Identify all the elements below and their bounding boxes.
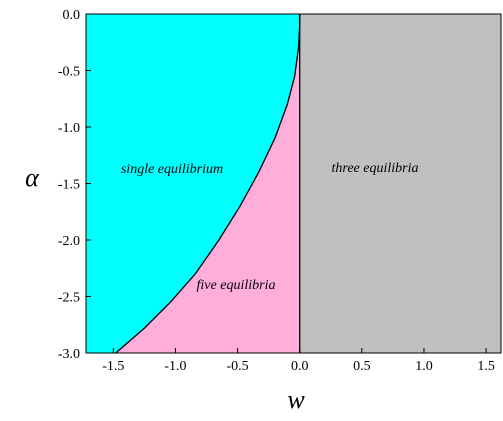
y-tick-label: -3.0 [58,347,80,362]
label-single-equilibrium: single equilibrium [121,162,223,177]
x-tick-label: -1.0 [164,359,186,374]
x-axis-label: w [287,385,305,414]
y-tick-label: -1.5 [58,178,80,193]
x-tick-label: 1.0 [415,359,433,374]
y-tick-label: -2.0 [58,234,80,249]
region-three-equilibria [299,14,501,353]
x-tick-label: -0.5 [227,359,249,374]
y-axis-ticks: 0.0 -0.5 -1.0 -1.5 -2.0 -2.5 -3.0 [58,8,91,362]
y-tick-label: 0.0 [63,8,81,23]
x-tick-label: -1.5 [102,359,124,374]
x-tick-label: 1.5 [477,359,495,374]
x-tick-label: 0.0 [291,359,309,374]
boundary-curve [115,14,301,354]
y-tick-label: -1.0 [58,121,80,136]
y-axis-label: α [25,163,40,192]
y-tick-label: -2.5 [58,291,80,306]
y-tick-label: -0.5 [58,65,80,80]
region-five-equilibria [115,14,300,353]
label-three-equilibria: three equilibria [332,161,419,176]
x-axis-ticks: -1.5 -1.0 -0.5 0.0 0.5 1.0 1.5 [102,348,495,374]
region-single-equilibrium [86,14,300,353]
label-five-equilibria: five equilibria [197,278,276,293]
x-tick-label: 0.5 [353,359,371,374]
